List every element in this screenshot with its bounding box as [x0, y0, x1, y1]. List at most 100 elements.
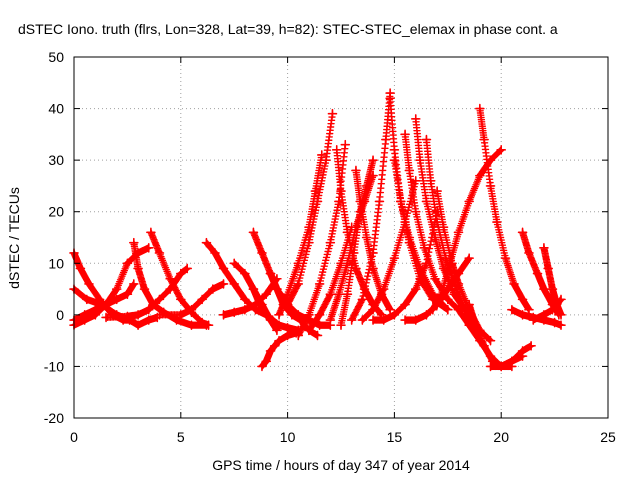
data-point	[378, 284, 389, 294]
data-point	[325, 237, 336, 248]
data-point	[261, 356, 272, 367]
data-point	[272, 284, 282, 294]
data-point	[368, 248, 378, 258]
data-point	[336, 186, 346, 196]
data-point	[368, 155, 378, 165]
data-point	[304, 237, 314, 248]
data-point	[549, 317, 560, 328]
data-point	[389, 310, 400, 320]
data-point	[101, 312, 111, 323]
data-point	[543, 263, 553, 274]
data-point	[321, 155, 331, 165]
data-point	[325, 315, 336, 325]
data-point	[186, 320, 197, 330]
data-point	[240, 268, 250, 279]
data-point	[295, 315, 306, 325]
data-point	[257, 361, 267, 372]
data-point	[351, 165, 361, 176]
data-point	[378, 315, 389, 325]
x-tick-label: 25	[600, 429, 616, 445]
data-point	[453, 304, 464, 315]
data-point	[314, 310, 325, 320]
data-point	[282, 299, 293, 310]
x-tick-label: 0	[70, 429, 78, 445]
data-point	[282, 330, 293, 341]
data-point	[176, 268, 186, 279]
data-point	[267, 315, 278, 325]
data-point	[218, 279, 229, 289]
data-point	[274, 320, 284, 330]
data-point	[507, 356, 517, 367]
data-point	[438, 222, 449, 232]
data-point	[154, 310, 165, 320]
data-point	[265, 346, 276, 356]
data-point	[325, 289, 336, 300]
data-point	[404, 165, 415, 176]
data-point	[419, 243, 430, 253]
data-point	[203, 320, 214, 330]
data-point	[133, 310, 143, 320]
data-point	[421, 134, 432, 145]
y-tick-label: 30	[48, 152, 64, 168]
data-series	[485, 341, 536, 372]
data-point	[122, 311, 133, 322]
data-point	[342, 289, 353, 300]
data-point	[334, 289, 344, 300]
x-tick-label: 20	[493, 429, 509, 445]
data-point	[201, 237, 212, 248]
data-point	[556, 310, 566, 320]
data-point	[229, 258, 239, 269]
series-markers	[347, 89, 394, 324]
data-point	[340, 139, 351, 150]
data-point	[146, 227, 156, 238]
data-point	[432, 299, 442, 310]
data-point	[133, 320, 143, 330]
data-point	[334, 196, 344, 207]
data-point	[287, 310, 297, 320]
data-point	[400, 315, 410, 325]
data-point	[357, 294, 368, 305]
data-point	[274, 310, 284, 320]
data-point	[496, 361, 506, 372]
data-point	[526, 341, 536, 351]
data-point	[556, 320, 566, 330]
data-point	[453, 227, 464, 238]
data-series	[336, 155, 378, 330]
data-point	[314, 279, 325, 289]
data-point	[257, 248, 267, 258]
y-tick-label: 10	[48, 255, 64, 271]
data-point	[438, 263, 449, 274]
data-point	[293, 279, 304, 289]
data-point	[492, 217, 502, 227]
data-series	[282, 108, 338, 310]
data-point	[293, 330, 304, 341]
series-markers	[476, 104, 533, 314]
data-series	[428, 145, 506, 315]
data-point	[421, 310, 432, 320]
data-point	[443, 284, 453, 294]
data-point	[240, 304, 250, 315]
data-point	[361, 232, 372, 243]
data-point	[539, 284, 549, 294]
data-point	[410, 206, 421, 217]
data-point	[274, 335, 284, 346]
data-point	[143, 243, 154, 253]
data-point	[357, 315, 368, 325]
series-markers	[352, 166, 394, 314]
data-point	[415, 155, 425, 165]
data-point	[443, 294, 453, 305]
data-point	[342, 258, 353, 269]
data-point	[381, 134, 391, 145]
data-point	[129, 279, 139, 289]
data-point	[111, 294, 122, 305]
data-point	[327, 108, 338, 119]
data-point	[509, 279, 519, 289]
data-point	[310, 186, 321, 196]
data-point	[272, 325, 282, 336]
data-point	[485, 181, 496, 191]
data-point	[176, 294, 186, 305]
data-point	[475, 103, 485, 114]
data-point	[250, 299, 261, 310]
data-point	[421, 258, 432, 269]
data-point	[312, 196, 323, 207]
